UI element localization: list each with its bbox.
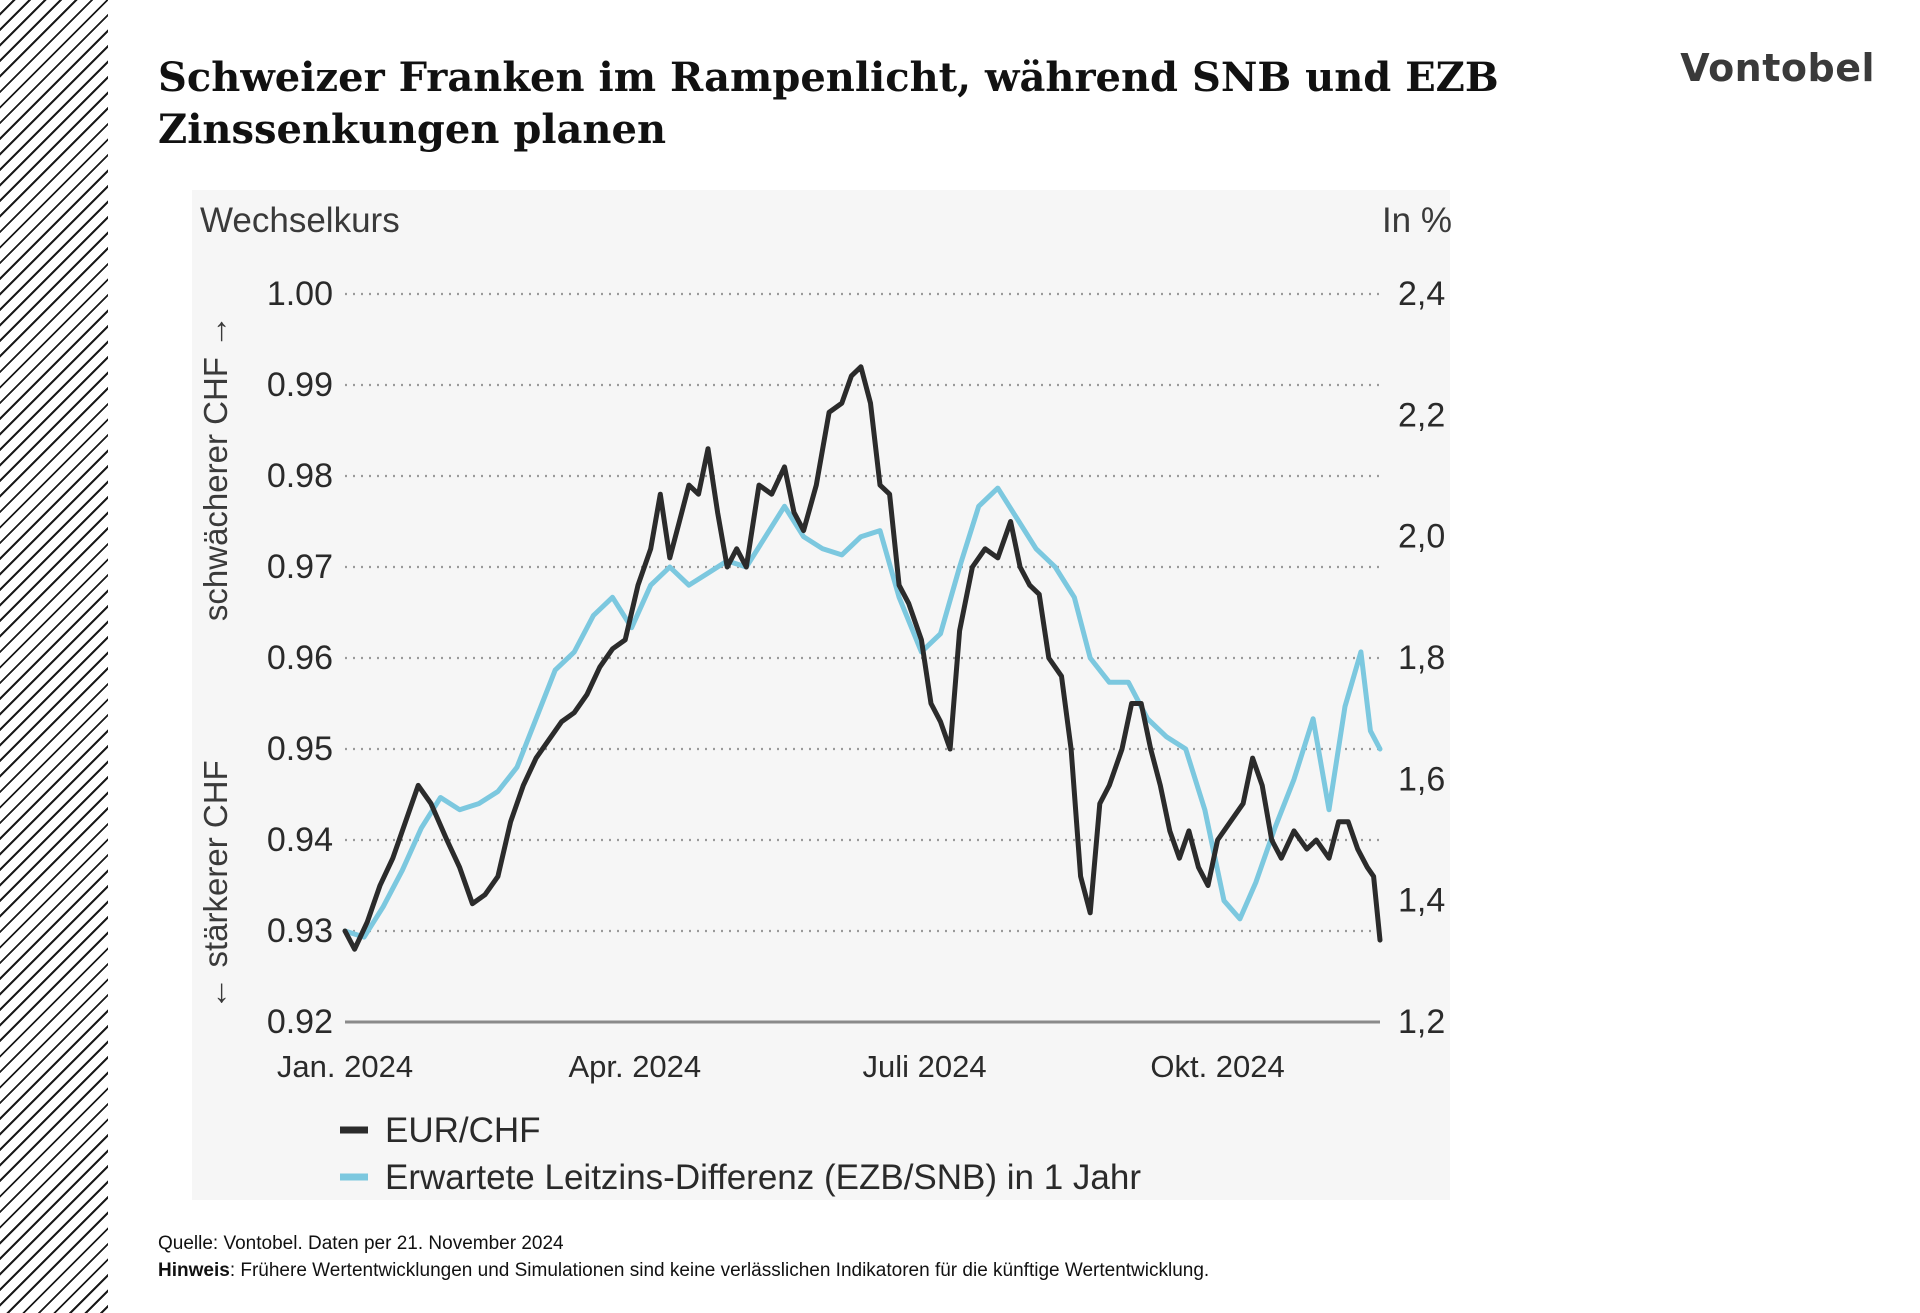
y-right-tick-label: 1,2 [1398,1003,1445,1041]
y-left-axis-title: Wechselkurs [200,201,400,240]
y-left-tick-label: 0.93 [267,912,333,950]
chart-panel [192,190,1450,1200]
decorative-hatch-stripe [0,0,108,1313]
y-right-tick-label: 1,4 [1398,882,1445,920]
y-left-tick-label: 0.95 [267,730,333,768]
x-tick-label: Okt. 2024 [1150,1049,1284,1084]
x-tick-label: Juli 2024 [863,1049,987,1084]
grid-layer [345,292,1380,1024]
disclaimer-text: : Frühere Wertentwicklungen und Simulati… [229,1260,1210,1281]
rate-diff-line [342,485,1383,940]
y-left-tick-label: 0.99 [267,366,333,404]
y-right-tick-label: 2,4 [1398,275,1445,313]
series-layer [342,364,1383,952]
y-right-tick-label: 2,2 [1398,396,1445,434]
axis-layer: 1.00 0.99 0.98 0.97 0.96 0.95 0.94 0.93 0.92 2,4 2… [197,201,1452,1084]
weaker-chf-label: schwächerer CHF → [197,315,234,621]
y-left-tick-label: 0.98 [267,457,333,495]
disclaimer-label: Hinweis [158,1260,230,1281]
y-left-tick-label: 0.96 [267,639,333,677]
y-right-tick-label: 2,0 [1398,518,1445,556]
legend-eur-chf-label: EUR/CHF [385,1111,541,1150]
stronger-chf-label: ← stärkerer CHF [197,760,234,1009]
y-left-tick-label: 0.92 [267,1003,333,1041]
source-note: Quelle: Vontobel. Daten per 21. November… [158,1233,564,1254]
footer: Quelle: Vontobel. Daten per 21. November… [158,1230,1209,1284]
eur-chf-line [342,364,1383,952]
y-right-tick-label: 1,6 [1398,760,1445,798]
y-left-tick-label: 0.97 [267,548,333,586]
brand-logo: Vontobel [1680,46,1875,90]
x-tick-label: Apr. 2024 [568,1049,701,1084]
y-right-tick-label: 1,8 [1398,639,1445,677]
x-tick-label: Jan. 2024 [277,1049,413,1084]
page-title: Schweizer Franken im Rampenlicht, währen… [158,54,1499,153]
legend-rate-diff-label: Erwartete Leitzins-Differenz (EZB/SNB) i… [385,1158,1141,1197]
y-left-tick-label: 0.94 [267,821,333,859]
legend-layer: EUR/CHF Erwartete Leitzins-Differenz (EZB… [340,1111,1141,1197]
y-right-axis-title: In % [1382,201,1452,240]
y-left-tick-label: 1.00 [267,275,333,313]
disclaimer: Hinweis: Frühere Wertentwicklungen und S… [158,1257,1209,1284]
